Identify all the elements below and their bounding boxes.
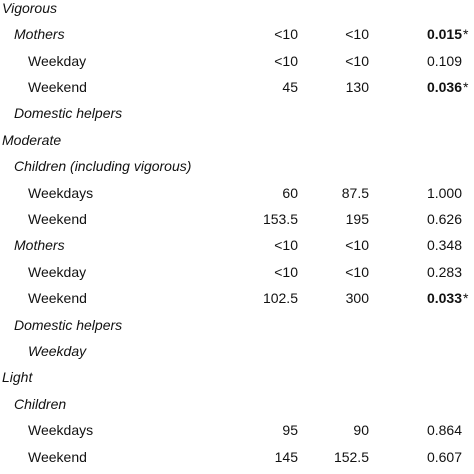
table-cell: <10 (274, 26, 298, 43)
table-row: Weekend 145 152.5 0.607 (0, 444, 474, 470)
table-cell: 0.015 (426, 26, 462, 43)
significance-mark: * (463, 26, 469, 43)
table-cell: 0.283 (426, 263, 462, 280)
table-cell: <10 (345, 237, 369, 254)
table-cell: 45 (282, 79, 298, 95)
table-cell: 152.5 (333, 448, 369, 465)
table-cell: 1.000 (426, 184, 462, 201)
significance-mark: * (463, 79, 469, 95)
row-label: Weekday (28, 263, 87, 280)
row-label: Weekend (28, 211, 87, 227)
table-cell: 195 (345, 211, 369, 227)
table-cell: 130 (345, 79, 369, 95)
table-cell: 0.036 (426, 79, 462, 95)
row-label: Weekend (28, 448, 87, 465)
table-cell: 300 (345, 290, 369, 307)
row-label: Weekday (28, 343, 87, 359)
table-cell: 153.5 (262, 211, 298, 227)
table-row: Vigorous (0, 0, 474, 21)
table-cell: 0.626 (426, 211, 462, 227)
table-row: Domestic helpers (0, 100, 474, 126)
row-label: Weekdays (28, 184, 94, 201)
table-row: Children (including vigorous) (0, 153, 474, 179)
table-cell: <10 (345, 52, 369, 69)
row-label: Light (2, 369, 33, 386)
row-label: Weekday (28, 52, 87, 69)
table-cell: 90 (353, 422, 369, 439)
row-label: Domestic helpers (14, 105, 123, 122)
row-label: Weekend (28, 79, 87, 95)
table-cell: <10 (274, 237, 298, 254)
table-cell: 0.033 (426, 290, 462, 307)
row-label: Vigorous (2, 0, 58, 16)
table-row: Weekday (0, 338, 474, 364)
table-cell: 95 (282, 422, 298, 439)
row-label: Mothers (14, 237, 65, 254)
table-cell: 145 (274, 448, 298, 465)
table-row: Weekday <10 <10 0.283 (0, 259, 474, 285)
table-row: Domestic helpers (0, 312, 474, 338)
row-label: Children (including vigorous) (14, 158, 192, 175)
table-row: Weekend 45 130 0.036 * (0, 74, 474, 100)
table-cell: 87.5 (341, 184, 369, 201)
table-row: Weekdays 95 90 0.864 (0, 417, 474, 443)
table-row: Weekdays 60 87.5 1.000 (0, 180, 474, 206)
table-cell: 0.864 (426, 422, 462, 439)
row-label: Mothers (14, 26, 65, 43)
table-cell: 0.607 (426, 448, 462, 465)
table-row: Weekend 102.5 300 0.033 * (0, 285, 474, 311)
row-label: Domestic helpers (14, 316, 123, 333)
table-row: Light (0, 364, 474, 390)
table-cell: <10 (274, 263, 298, 280)
table-cell: <10 (345, 263, 369, 280)
table-cell: 102.5 (262, 290, 298, 307)
row-label: Weekdays (28, 422, 94, 439)
table-row: Children (0, 391, 474, 417)
significance-mark: * (463, 290, 469, 307)
table-cell: <10 (274, 52, 298, 69)
table-cell: <10 (345, 26, 369, 43)
table-row: Mothers <10 <10 0.348 (0, 232, 474, 258)
table-row: Weekday <10 <10 0.109 (0, 48, 474, 74)
row-label: Moderate (2, 131, 62, 148)
table-row: Moderate (0, 127, 474, 153)
table-cell: 60 (282, 184, 298, 201)
row-label: Children (14, 395, 67, 412)
table-row: Mothers <10 <10 0.015 * (0, 21, 474, 47)
table-cell: 0.109 (426, 52, 462, 69)
table-row: Weekend 153.5 195 0.626 (0, 206, 474, 232)
row-label: Weekend (28, 290, 87, 307)
table-cell: 0.348 (426, 237, 462, 254)
